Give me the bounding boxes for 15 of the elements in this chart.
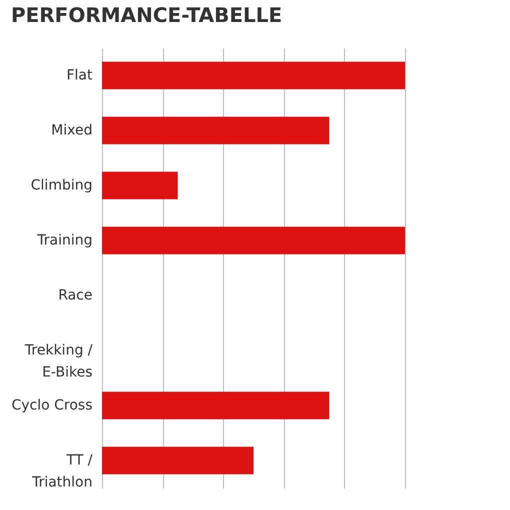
y-tick-label: Mixed	[51, 122, 92, 138]
y-tick-label: Cyclo Cross	[11, 398, 92, 414]
bar	[102, 446, 254, 474]
y-tick-label: Climbing	[30, 178, 92, 194]
y-tick-label: Flat	[66, 68, 94, 84]
y-tick-label: Training	[36, 232, 92, 248]
chart-title: PERFORMANCE-TABELLE	[10, 3, 282, 27]
bar	[102, 62, 405, 90]
bar	[102, 392, 330, 420]
bar	[102, 172, 178, 200]
y-tick-label: Trekking / E-Bikes	[24, 342, 93, 380]
bar	[102, 226, 405, 254]
y-tick-label: TT / Triathlon	[31, 452, 93, 490]
bar	[102, 116, 330, 144]
y-tick-label: Race	[58, 288, 92, 304]
